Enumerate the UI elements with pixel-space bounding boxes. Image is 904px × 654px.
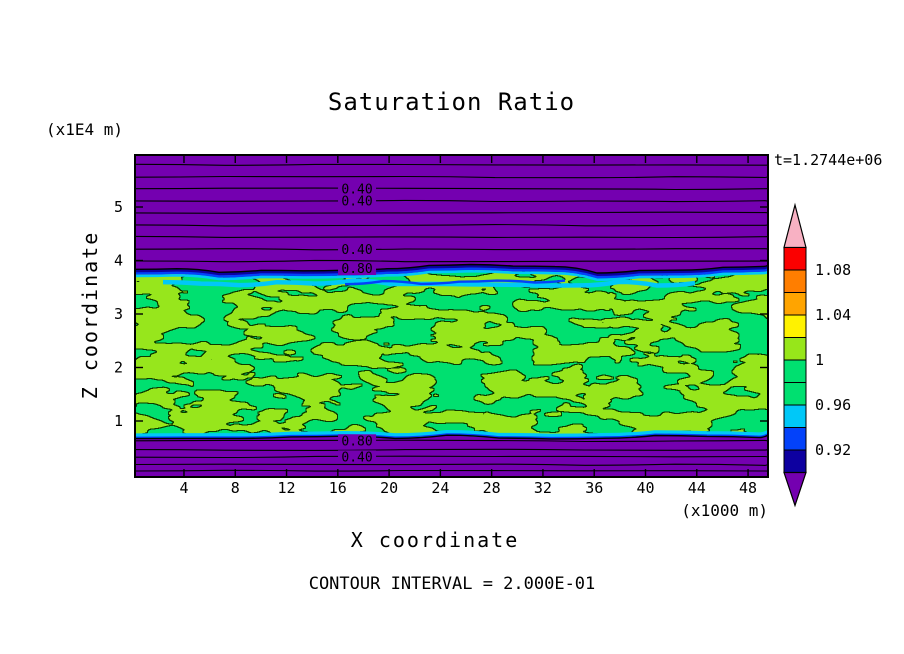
- band-bottom-contour: [134, 434, 769, 440]
- contour-line-labels: 0.400.400.400.800.800.40: [338, 182, 377, 465]
- y-axis-units-label: (x1E4 m): [46, 120, 124, 139]
- colorbar-segment: [783, 247, 807, 271]
- contour-label-patch: [338, 182, 377, 196]
- colorbar: [783, 202, 807, 508]
- y-tick-label: 1: [114, 412, 123, 430]
- colorbar-tick-label: 1.08: [815, 261, 851, 279]
- band-top-contour: [134, 263, 769, 274]
- colorbar-tick-label: 0.96: [815, 396, 851, 414]
- contour-label-patch: [338, 450, 377, 464]
- contour-label-patch: [338, 434, 377, 448]
- colorbar-tick-labels: 1.08 1.04 1 0.96 0.92: [815, 261, 851, 459]
- colorbar-segment: [783, 292, 807, 316]
- colorbar-segment: [783, 337, 807, 361]
- x-tick-label: 40: [636, 479, 654, 497]
- x-tick-label: 32: [534, 479, 552, 497]
- contour-line: [134, 187, 769, 191]
- transition-band: [135, 269, 768, 281]
- contour-line: [134, 455, 769, 459]
- transition-band: [135, 429, 768, 438]
- contour-line-label: 0.40: [341, 243, 372, 258]
- x-tick-label: 4: [179, 479, 188, 497]
- x-tick-label: 48: [739, 479, 757, 497]
- y-tick-label: 2: [114, 359, 123, 377]
- contour-interval-note: CONTOUR INTERVAL = 2.000E-01: [308, 574, 596, 594]
- colorbar-segment: [783, 449, 807, 473]
- contour-line: [134, 163, 769, 166]
- colorbar-segment: [783, 382, 807, 406]
- x-tick-label: 8: [231, 479, 240, 497]
- contour-label-patch: [338, 262, 377, 276]
- contour-line: [134, 175, 769, 179]
- contour-line: [134, 469, 769, 472]
- y-tick-label: 4: [114, 252, 123, 270]
- x-tick-label: 20: [380, 479, 398, 497]
- contour-line: [134, 439, 769, 443]
- contour-label-patch: [338, 242, 377, 256]
- y-tick-label: 3: [114, 305, 123, 323]
- transition-band: [135, 267, 768, 279]
- contour-line: [134, 235, 769, 239]
- contour-line: [134, 259, 769, 263]
- contour-label-patch: [338, 194, 377, 208]
- time-annotation: t=1.2744e+06: [774, 151, 883, 169]
- y-tick-label: 5: [114, 198, 123, 216]
- band-boundary-contours: [134, 263, 769, 440]
- contour-line-label: 0.40: [341, 182, 372, 197]
- x-tick-label: 36: [585, 479, 603, 497]
- colorbar-segment: [783, 427, 807, 451]
- x-tick-label: 28: [483, 479, 501, 497]
- contour-line: [134, 463, 769, 466]
- colorbar-segment: [783, 269, 807, 293]
- transition-band: [135, 264, 768, 277]
- supersaturation-blobs: [135, 264, 768, 439]
- colorbar-segment: [783, 314, 807, 338]
- plot-frame: [134, 154, 769, 478]
- contour-line-label: 0.40: [341, 450, 372, 465]
- contour-line: [134, 211, 769, 214]
- contour-line: [134, 199, 769, 203]
- x-tick-label: 24: [431, 479, 449, 497]
- contour-line: [134, 448, 769, 451]
- y-axis-title: Z coordinate: [78, 230, 102, 400]
- colorbar-tick-label: 0.92: [815, 441, 851, 459]
- contour-line: [134, 224, 769, 227]
- colorbar-over-arrow: [783, 202, 807, 249]
- axis-tick-marks: [135, 155, 768, 477]
- contour-line-label: 0.80: [341, 262, 372, 277]
- colorbar-under-arrow: [783, 471, 807, 508]
- colorbar-tick-label: 1: [815, 351, 824, 369]
- contour-line-label: 0.40: [341, 195, 372, 210]
- colorbar-segment: [783, 404, 807, 428]
- x-tick-label: 16: [329, 479, 347, 497]
- background-contour-lines: [134, 163, 769, 472]
- boundary-transition-bands: [135, 264, 768, 439]
- x-axis-title: X coordinate: [350, 528, 520, 552]
- contour-line: [134, 248, 769, 251]
- contour-line-label: 0.80: [341, 434, 372, 449]
- transition-band: [135, 433, 768, 439]
- chart-title: Saturation Ratio: [327, 88, 576, 116]
- colorbar-segment: [783, 359, 807, 383]
- x-axis-units-label: (x1000 m): [681, 501, 768, 520]
- x-tick-label: 44: [688, 479, 706, 497]
- streak-blue: [344, 279, 566, 286]
- entrainment-streak: [162, 278, 696, 288]
- x-tick-label: 12: [278, 479, 296, 497]
- colorbar-tick-label: 1.04: [815, 306, 851, 324]
